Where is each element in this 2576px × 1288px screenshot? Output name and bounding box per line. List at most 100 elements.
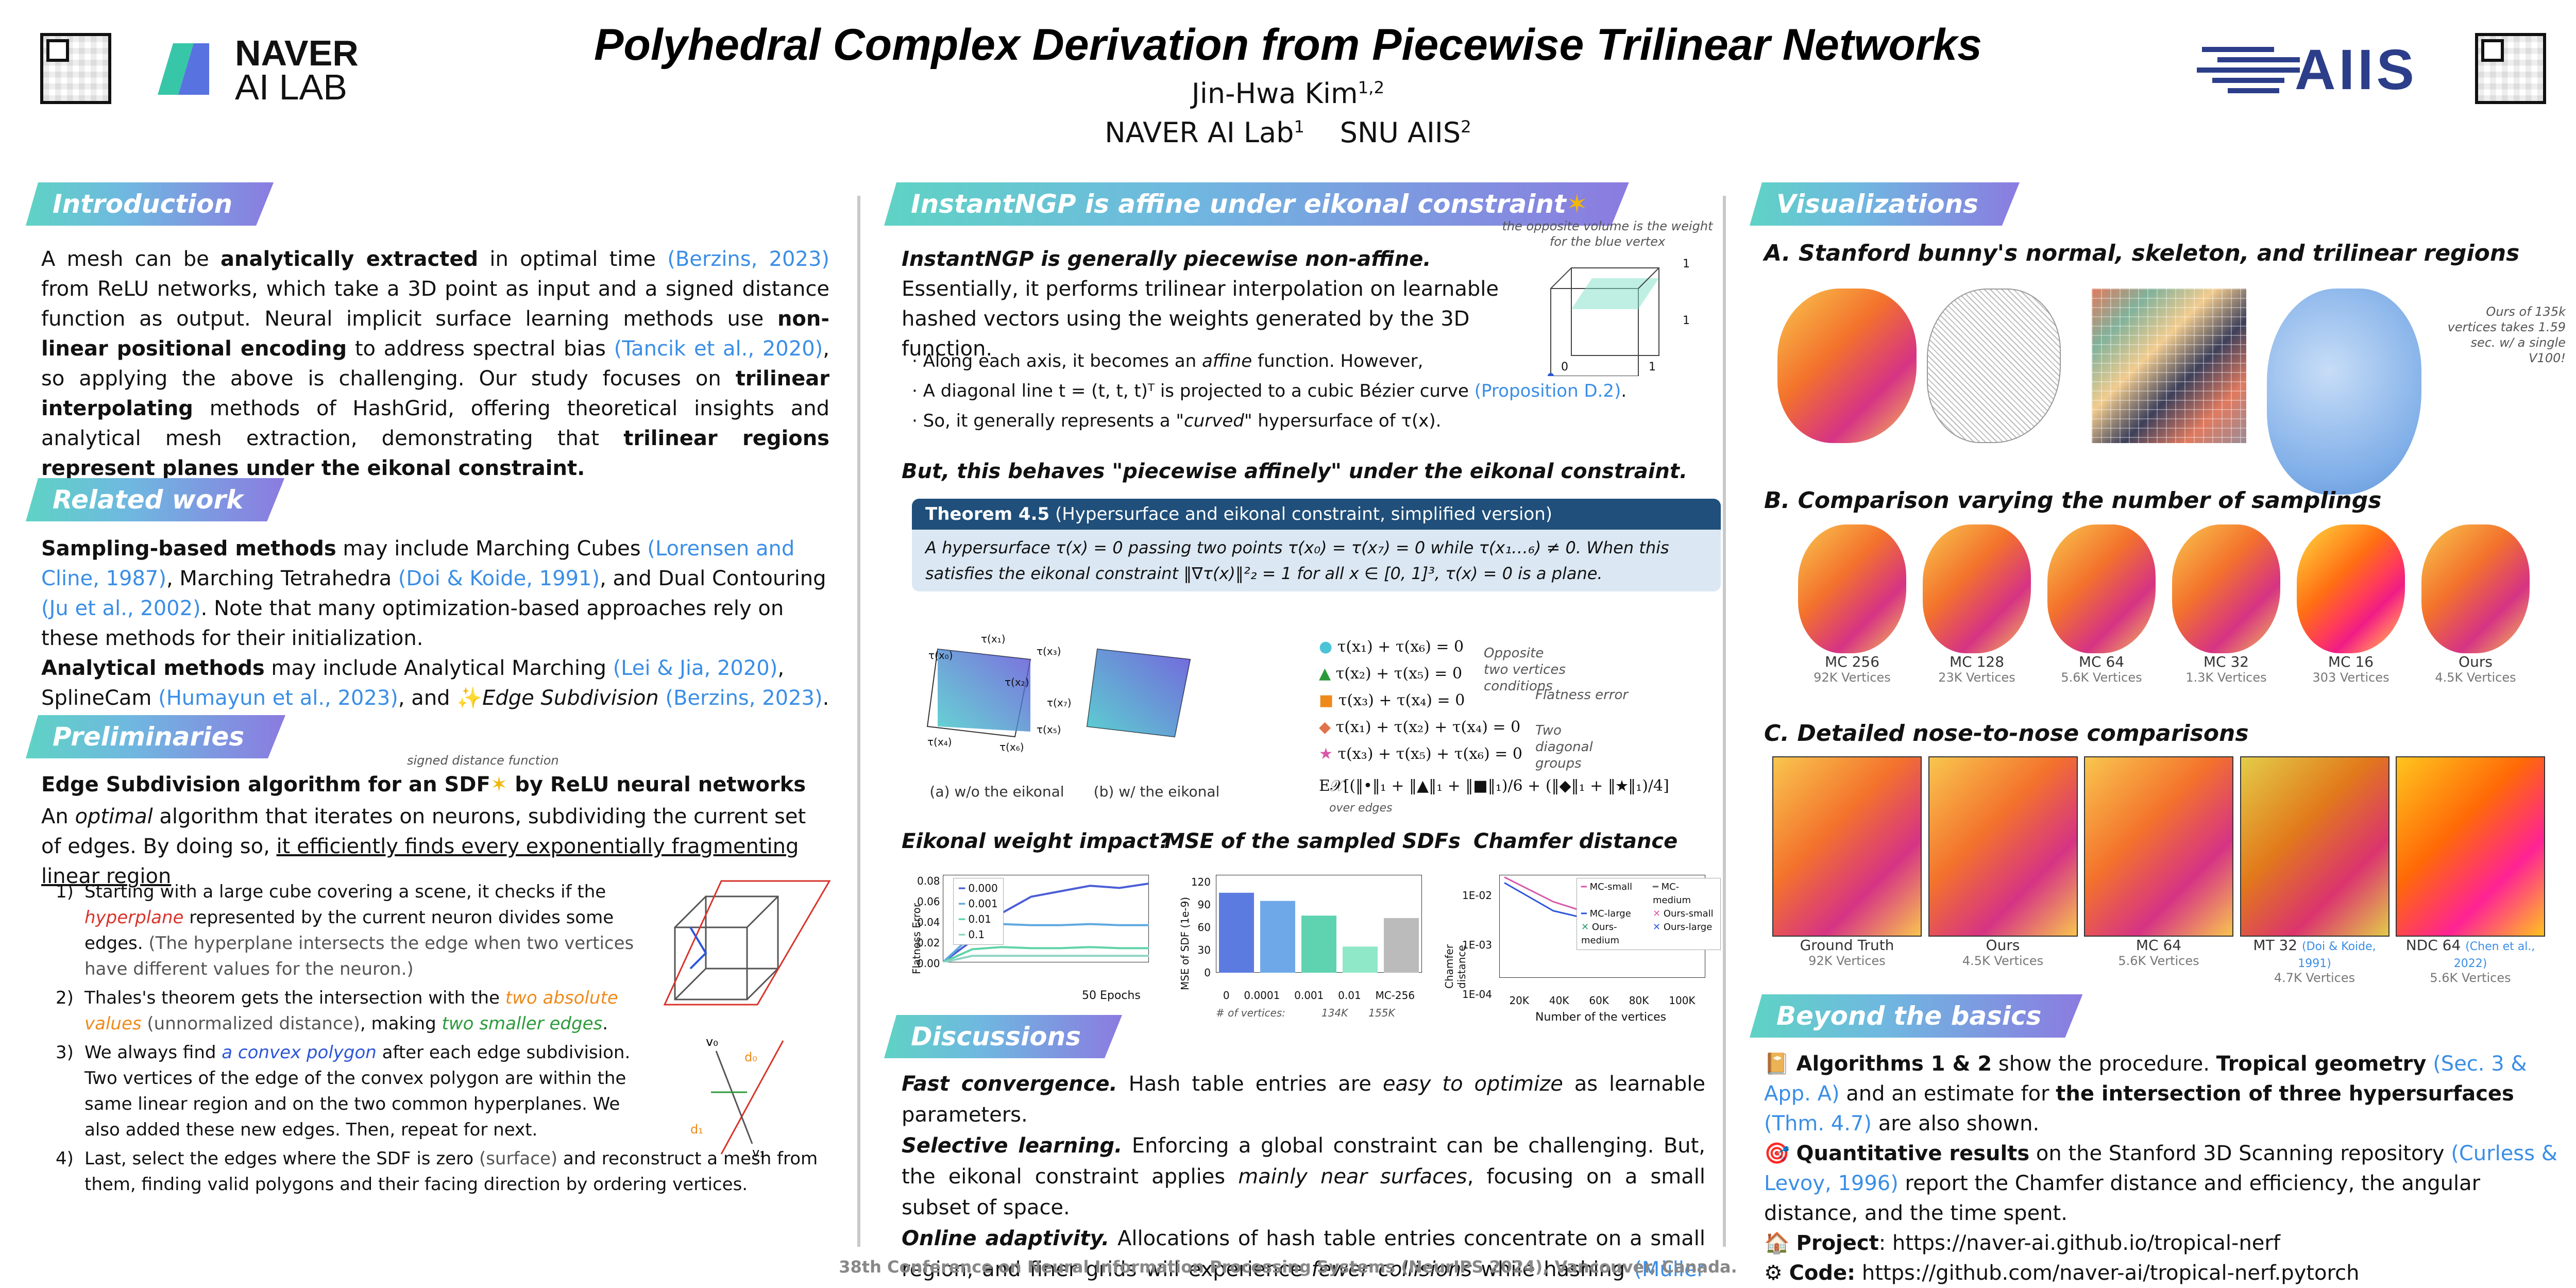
sampling-item: MC 16 303 Vertices — [2297, 524, 2405, 685]
y-ticks: 0.08 0.06 0.04 0.02 0.00 — [917, 875, 940, 970]
bunny-mesh-image — [2267, 289, 2421, 495]
related-paragraph: Sampling-based methods may include March… — [41, 537, 829, 710]
sampling-item: Ours 4.5K Vertices — [2421, 524, 2530, 685]
y-ticks: 1E-02 1E-03 1E-04 — [1462, 889, 1492, 1001]
qr-code-right — [2475, 33, 2546, 104]
section-header-instantngp: InstantNGP is affine under eikonal const… — [884, 182, 1629, 226]
poster-title: Polyhedral Complex Derivation from Piece… — [594, 20, 1982, 70]
author: Jin-Hwa Kim1,2 — [1191, 77, 1385, 110]
project-link[interactable]: 🏠 Project: https://naver-ai.github.io/tr… — [1764, 1231, 2280, 1255]
sampling-comparison-row: MC 256 92K Vertices MC 128 23K Vertices MC… — [1798, 524, 2530, 685]
y-ticks: 120 90 60 30 0 — [1191, 876, 1211, 979]
conference-footer: 38th Conference on Neural Information Pr… — [839, 1257, 1737, 1277]
bar — [1343, 946, 1378, 973]
flatness-equation: E𝒳[(‖•‖₁ + ‖▲‖₁ + ‖■‖₁)/6 + (‖◆‖₁ + ‖★‖₁… — [1319, 777, 1669, 795]
bunny-normal-image — [1777, 289, 1917, 443]
nose-item: NDC 64 (Chen et al., 2022) 5.6K Vertices — [2396, 756, 2545, 985]
flatness-label: Flatness error — [1535, 687, 1629, 703]
column-divider — [1723, 196, 1726, 1247]
naver-logo-icon — [152, 38, 214, 99]
x-axis-label: 50 Epochs — [1082, 989, 1141, 1002]
cube-a-labels: τ(x₀) τ(x₁) τ(x₃) τ(x₂) τ(x₄) τ(x₅) τ(x₆) τ(x₇) — [927, 633, 1072, 753]
v0-label: v₀ — [706, 1035, 718, 1049]
legend-item: ✕ Ours-large — [1653, 922, 1713, 933]
cube-tick: 0 — [1561, 361, 1568, 374]
eikonal-heading: But, this behaves "piecewise affinely" u… — [902, 460, 1688, 483]
vis-heading-a: A. Stanford bunny's normal, skeleton, an… — [1764, 240, 2520, 266]
prelim-steps: 1) Starting with a large cube covering a … — [56, 882, 818, 1195]
sampling-item: MC 256 92K Vertices — [1798, 524, 1906, 685]
section-header-related-work: Related work — [26, 478, 284, 521]
legend-item: ✕ Ours-medium — [1581, 922, 1619, 946]
nose-item: Ground Truth 92K Vertices — [1772, 756, 1922, 985]
series-line — [943, 955, 1149, 962]
trilinear-cube-figure — [1548, 267, 1659, 376]
beyond-paragraphs: 📔 Algorithms 1 & 2 show the procedure. T… — [1764, 1049, 2557, 1288]
x-ticks: 20K 40K 60K 80K 100K — [1509, 994, 1696, 1007]
section-header-introduction: Introduction — [26, 182, 274, 226]
chart-chamfer: Chamfer distance 1E-02 1E-03 1E-04 ━ MC-sm… — [1443, 871, 1721, 1030]
affiliations: NAVER AI Lab1 SNU AIIS2 — [1105, 116, 1471, 149]
x-axis-label: Number of the vertices — [1535, 1011, 1667, 1024]
bar — [1260, 901, 1295, 973]
instant-bullets: · Along each axis, it becomes an affine … — [912, 351, 1627, 431]
vertex-count-row: # of vertices: 134K 155K — [1216, 1007, 1395, 1019]
vis-heading-c: C. Detailed nose-to-nose comparisons — [1764, 720, 2249, 747]
cube-annotation: the opposite volume is the weight for th… — [1502, 219, 1713, 249]
discussions-paragraphs: Fast convergence. Hash table entries are… — [902, 1072, 1706, 1281]
legend-item: ━ MC-medium — [1653, 882, 1691, 906]
legend: ━ 0.000 ━ 0.001 ━ 0.01 ━ 0.1 — [953, 878, 1004, 945]
qr-code-left — [40, 33, 111, 104]
d1-label: d₁ — [690, 1122, 703, 1137]
bar — [1219, 892, 1254, 973]
legend-item: ━ MC-small — [1581, 882, 1633, 892]
section-header-preliminaries: Preliminaries — [26, 715, 285, 758]
nose-item: MT 32 (Doi & Koide, 1991) 4.7K Vertices — [2240, 756, 2389, 985]
chart-mse-plot — [1216, 875, 1422, 973]
sampling-item: MC 64 5.6K Vertices — [2047, 524, 2156, 685]
legend-item: ━ 0.1 — [959, 928, 985, 941]
bar — [1301, 916, 1336, 973]
diagonal-groups-label: Two diagonal groups — [1535, 723, 1593, 771]
prelim-paragraph: An optimal algorithm that iterates on ne… — [41, 805, 806, 888]
chart-eikonal: Flatness Error 0.08 0.06 0.04 0.02 0.00 ━ 0.… — [902, 871, 1159, 1015]
timing-note: Ours of 135k vertices takes 1.59 sec. w/… — [2447, 304, 2566, 365]
theorem-box: Theorem 4.5 (Hypersurface and eikonal co… — [912, 499, 1721, 591]
x-ticks: 0 0.0001 0.001 0.01 MC-256 — [1223, 989, 1415, 1002]
sdf-annotation: signed distance function — [407, 753, 559, 768]
section-header-beyond: Beyond the basics — [1750, 994, 2082, 1038]
column-divider — [857, 196, 860, 1247]
section-header-discussions: Discussions — [884, 1015, 1122, 1058]
cube-tick: 1 — [1683, 314, 1690, 327]
nose-item: MC 64 5.6K Vertices — [2084, 756, 2233, 985]
caption-with-eikonal: (b) w/ the eikonal — [1093, 783, 1220, 800]
chart-title-chamfer: Chamfer distance — [1473, 829, 1678, 853]
vis-heading-b: B. Comparison varying the number of samp… — [1764, 487, 2382, 514]
edge-subdivision-figure: v₀ v₁ d₀ d₁ — [663, 880, 831, 1160]
bunny-skeleton-image — [1927, 289, 2061, 443]
series-line — [943, 946, 1149, 962]
cube-tick: 1 — [1683, 258, 1690, 270]
instant-paragraph: Essentially, it performs trilinear inter… — [902, 277, 1499, 361]
code-link[interactable]: ⚙ Code: https://github.com/naver-ai/trop… — [1764, 1261, 2360, 1285]
chart-mse: MSE of SDF (1e-9) 120 90 60 30 0 0 0.0001 0.00… — [1170, 871, 1437, 1025]
d0-label: d₀ — [744, 1050, 757, 1064]
bar — [1384, 918, 1419, 973]
vertex-conditions: ● τ(x₁) + τ(x₆) = 0 ▲ τ(x₂) + τ(x₅) = 0 … — [1319, 638, 1523, 763]
sampling-item: MC 32 1.3K Vertices — [2172, 524, 2280, 685]
sampling-item: MC 128 23K Vertices — [1923, 524, 2031, 685]
aiis-logo: AIIS — [2197, 39, 2454, 101]
section-header-visualizations: Visualizations — [1750, 182, 2020, 226]
instant-heading: InstantNGP is generally piecewise non-af… — [902, 247, 1431, 271]
legend-item: ━ 0.001 — [959, 897, 998, 910]
intro-paragraph: A mesh can be analytically extracted in … — [41, 247, 829, 480]
chart-title-mse: MSE of the sampled SDFs — [1164, 829, 1461, 853]
naver-logo-text: NAVER AI LAB — [235, 33, 359, 107]
y-axis-label: MSE of SDF (1e-9) — [1179, 896, 1191, 990]
nose-item: Ours 4.5K Vertices — [1928, 756, 2078, 985]
v1-label: v₁ — [752, 1145, 765, 1160]
trilinear-regions-image — [2092, 289, 2246, 443]
prelim-heading: Edge Subdivision algorithm for an SDF✶ b… — [41, 773, 806, 796]
opposite-conditions-label: Opposite two vertices conditions — [1484, 646, 1566, 694]
caption-without-eikonal: (a) w/o the eikonal — [929, 783, 1064, 800]
